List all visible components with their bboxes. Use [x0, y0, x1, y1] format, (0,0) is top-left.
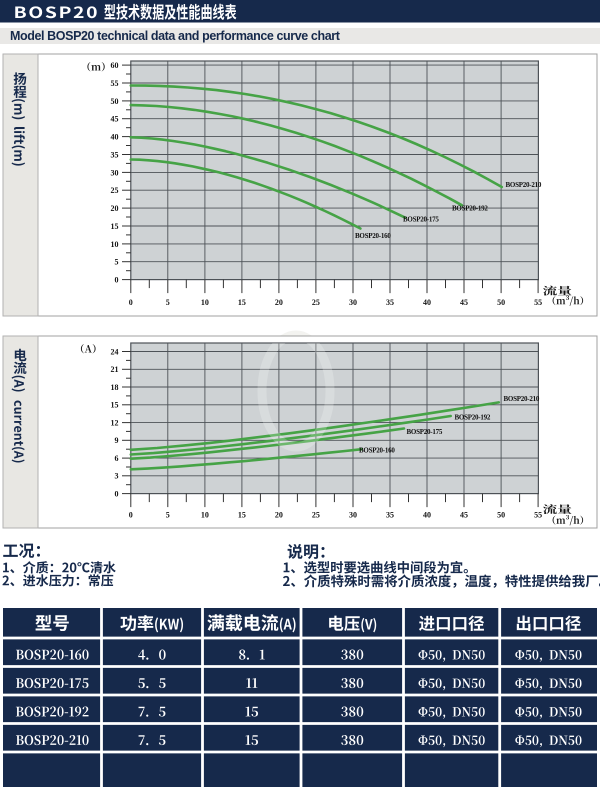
- svg-text:6: 6: [115, 454, 119, 463]
- svg-text:18: 18: [111, 383, 119, 392]
- svg-text:15: 15: [238, 511, 246, 520]
- svg-text:45: 45: [460, 511, 468, 520]
- svg-text:10: 10: [201, 511, 209, 520]
- svg-text:40: 40: [423, 511, 431, 520]
- svg-text:10: 10: [201, 298, 209, 307]
- svg-text:50: 50: [111, 97, 119, 106]
- svg-text:35: 35: [386, 511, 394, 520]
- svg-text:35: 35: [111, 150, 119, 159]
- svg-text:50: 50: [497, 298, 505, 307]
- svg-text:55: 55: [111, 79, 119, 88]
- svg-text:12: 12: [111, 419, 119, 428]
- svg-text:20: 20: [275, 298, 283, 307]
- svg-text:BOSP20-175: BOSP20-175: [403, 216, 439, 224]
- svg-text:30: 30: [111, 168, 119, 177]
- svg-text:9: 9: [115, 436, 119, 445]
- svg-text:10: 10: [111, 240, 119, 249]
- svg-text:0: 0: [115, 276, 119, 285]
- svg-text:15: 15: [238, 298, 246, 307]
- svg-text:15: 15: [111, 222, 119, 231]
- svg-text:5: 5: [166, 511, 170, 520]
- svg-text:BOSP20-210: BOSP20-210: [506, 181, 542, 189]
- svg-text:40: 40: [111, 133, 119, 142]
- svg-text:60: 60: [111, 61, 119, 70]
- svg-text:15: 15: [111, 401, 119, 410]
- svg-text:30: 30: [349, 511, 357, 520]
- svg-text:BOSP20-192: BOSP20-192: [452, 205, 488, 213]
- svg-text:5: 5: [166, 298, 170, 307]
- svg-text:5: 5: [115, 258, 119, 267]
- svg-text:55: 55: [534, 298, 542, 307]
- svg-text:21: 21: [111, 365, 119, 374]
- svg-text:20: 20: [275, 511, 283, 520]
- svg-text:Model BOSP20 technical data an: Model BOSP20 technical data and performa…: [10, 29, 341, 43]
- svg-text:25: 25: [111, 186, 119, 195]
- svg-text:0: 0: [129, 511, 133, 520]
- svg-text:BOSP20-210: BOSP20-210: [504, 395, 540, 403]
- svg-text:BOSP20-160: BOSP20-160: [359, 447, 395, 455]
- svg-text:BOSP20-175: BOSP20-175: [407, 428, 443, 436]
- svg-text:3: 3: [115, 472, 119, 481]
- svg-text:BOSP20-192: BOSP20-192: [455, 414, 491, 422]
- svg-text:0: 0: [129, 298, 133, 307]
- svg-text:45: 45: [111, 115, 119, 124]
- svg-text:45: 45: [460, 298, 468, 307]
- svg-text:30: 30: [349, 298, 357, 307]
- svg-text:50: 50: [497, 511, 505, 520]
- svg-text:24: 24: [111, 347, 119, 356]
- svg-text:40: 40: [423, 298, 431, 307]
- svg-text:35: 35: [386, 298, 394, 307]
- svg-text:20: 20: [111, 204, 119, 213]
- svg-text:BOSP20-160: BOSP20-160: [355, 232, 391, 240]
- svg-text:25: 25: [312, 511, 320, 520]
- svg-text:0: 0: [115, 490, 119, 499]
- svg-text:55: 55: [534, 511, 542, 520]
- svg-text:25: 25: [312, 298, 320, 307]
